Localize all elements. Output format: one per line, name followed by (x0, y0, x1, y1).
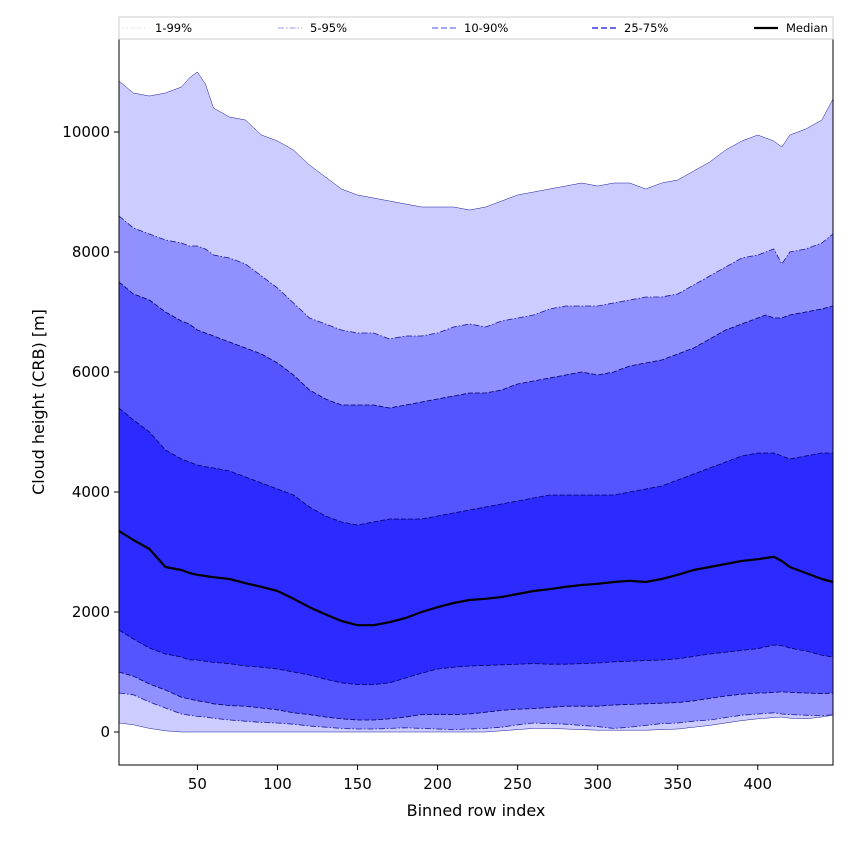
x-tick-label: 400 (743, 775, 772, 793)
y-tick-label: 8000 (72, 243, 110, 261)
x-tick-label: 250 (503, 775, 532, 793)
band-5-95%-upper-edge (118, 215, 834, 340)
band-edge-lines (118, 71, 834, 733)
x-axis-label: Binned row index (407, 801, 546, 820)
x-tick-label: 300 (583, 775, 612, 793)
legend-label: 1-99% (155, 21, 192, 35)
band-10-90%-upper-edge (118, 281, 834, 409)
legend: 1-99% 5-95% 10-90% 25-75% Median (118, 16, 834, 40)
x-tick-label: 350 (663, 775, 692, 793)
y-tick-label: 6000 (72, 363, 110, 381)
legend-label: 25-75% (624, 21, 668, 35)
band-1-99%-lower-edge (118, 714, 834, 733)
median-line (118, 530, 834, 627)
band-25-75%-upper-edge (118, 407, 833, 526)
median-line-group (118, 530, 834, 627)
legend-label: 10-90% (464, 21, 508, 35)
x-tick-label: 200 (423, 775, 452, 793)
band-10-90%-lower-edge (118, 671, 834, 721)
y-axis-label: Cloud height (CRB) [m] (29, 309, 48, 495)
y-axis: 0 2000 4000 6000 8000 10000 (62, 123, 119, 741)
y-tick-label: 2000 (72, 603, 110, 621)
band-25-75% (119, 408, 833, 685)
band-1-99%-upper-edge (118, 71, 834, 211)
y-tick-label: 10000 (62, 123, 110, 141)
legend-box (118, 16, 834, 40)
x-tick-label: 100 (263, 775, 292, 793)
y-tick-label: 4000 (72, 483, 110, 501)
x-axis: 50 100 150 200 250 300 350 400 (188, 765, 772, 793)
band-25-75%-lower-edge (118, 629, 834, 685)
legend-label: Median (786, 21, 828, 35)
x-tick-label: 50 (188, 775, 207, 793)
percentile-bands (119, 72, 833, 732)
band-5-95%-lower-edge (118, 692, 834, 731)
x-tick-label: 150 (343, 775, 372, 793)
legend-label: 5-95% (310, 21, 347, 35)
y-tick-label: 0 (100, 723, 110, 741)
